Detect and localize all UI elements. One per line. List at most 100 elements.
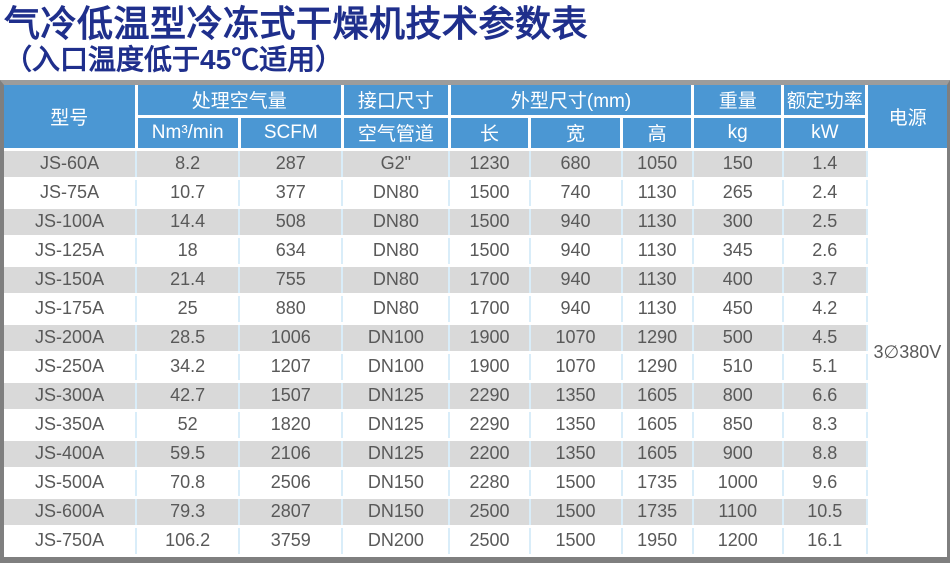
cell-width: 1350 xyxy=(529,439,623,470)
cell-air-pipe: DN150 xyxy=(342,497,451,528)
cell-air-pipe: DN80 xyxy=(342,236,451,267)
cell-air-pipe: DN80 xyxy=(342,178,451,209)
cell-weight-kg: 1100 xyxy=(692,497,784,528)
cell-model: JS-150A xyxy=(4,265,138,296)
table-row: JS-500A 70.8 2506 DN150 2280 1500 1735 1000 9.6 xyxy=(4,468,947,499)
cell-weight-kg: 150 xyxy=(692,149,784,180)
page-subtitle: （入口温度低于45℃适用） xyxy=(4,44,344,76)
table-row: JS-175A 25 880 DN80 1700 940 1130 450 4.2 xyxy=(4,294,947,325)
cell-width: 940 xyxy=(529,294,623,325)
cell-air-pipe: DN150 xyxy=(342,468,451,499)
cell-weight-kg: 265 xyxy=(692,178,784,209)
cell-scfm: 287 xyxy=(239,149,344,180)
cell-width: 1500 xyxy=(529,526,623,557)
cell-nm3-min: 25 xyxy=(136,294,241,325)
cell-nm3-min: 14.4 xyxy=(136,207,241,238)
cell-nm3-min: 52 xyxy=(136,410,241,441)
cell-air-pipe: DN100 xyxy=(342,323,451,354)
cell-width: 940 xyxy=(529,207,623,238)
cell-width: 1500 xyxy=(529,497,623,528)
cell-nm3-min: 18 xyxy=(136,236,241,267)
cell-scfm: 1006 xyxy=(239,323,344,354)
cell-scfm: 2807 xyxy=(239,497,344,528)
cell-power-kw: 10.5 xyxy=(782,497,868,528)
table-row: JS-200A 28.5 1006 DN100 1900 1070 1290 500 4.5 xyxy=(4,323,947,354)
cell-height: 1605 xyxy=(621,381,694,412)
cell-scfm: 377 xyxy=(239,178,344,209)
cell-model: JS-750A xyxy=(4,526,138,557)
table-row: JS-400A 59.5 2106 DN125 2200 1350 1605 900 8.8 xyxy=(4,439,947,470)
cell-weight-kg: 345 xyxy=(692,236,784,267)
cell-air-pipe: DN125 xyxy=(342,410,451,441)
cell-model: JS-200A xyxy=(4,323,138,354)
cell-width: 940 xyxy=(529,265,623,296)
table-row: JS-75A 10.7 377 DN80 1500 740 1130 265 2.4 xyxy=(4,178,947,209)
col-header-dimensions: 外型尺寸(mm) xyxy=(449,84,695,118)
spec-table: 型号 处理空气量 接口尺寸 外型尺寸(mm) 重量 额定功率 电源 Nm³/mi… xyxy=(4,84,947,557)
cell-nm3-min: 79.3 xyxy=(136,497,241,528)
cell-air-pipe: DN80 xyxy=(342,265,451,296)
cell-nm3-min: 21.4 xyxy=(136,265,241,296)
col-header-length: 长 xyxy=(449,116,532,151)
cell-power-kw: 8.8 xyxy=(782,439,868,470)
page-header: 气冷低温型冷冻式干燥机技术参数表 （入口温度低于45℃适用） xyxy=(0,0,950,76)
cell-width: 1350 xyxy=(529,410,623,441)
col-header-connection: 接口尺寸 xyxy=(342,84,451,118)
table-row: JS-350A 52 1820 DN125 2290 1350 1605 850 8.3 xyxy=(4,410,947,441)
cell-height: 1735 xyxy=(621,497,694,528)
cell-width: 1350 xyxy=(529,381,623,412)
cell-air-pipe: DN100 xyxy=(342,352,451,383)
cell-scfm: 2106 xyxy=(239,439,344,470)
cell-height: 1130 xyxy=(621,294,694,325)
cell-power-kw: 16.1 xyxy=(782,526,868,557)
power-supply-value: 3∅380V xyxy=(866,149,947,557)
cell-height: 1130 xyxy=(621,207,694,238)
table-row: JS-150A 21.4 755 DN80 1700 940 1130 400 3.7 xyxy=(4,265,947,296)
cell-nm3-min: 42.7 xyxy=(136,381,241,412)
cell-power-kw: 9.6 xyxy=(782,468,868,499)
cell-nm3-min: 59.5 xyxy=(136,439,241,470)
col-header-air-pipe: 空气管道 xyxy=(342,116,451,151)
cell-scfm: 2506 xyxy=(239,468,344,499)
cell-model: JS-350A xyxy=(4,410,138,441)
cell-length: 1230 xyxy=(449,149,531,180)
cell-power-kw: 5.1 xyxy=(782,352,868,383)
col-header-kg: kg xyxy=(692,116,785,151)
cell-weight-kg: 800 xyxy=(692,381,784,412)
table-row: JS-100A 14.4 508 DN80 1500 940 1130 300 2.5 xyxy=(4,207,947,238)
cell-height: 1290 xyxy=(621,352,694,383)
table-row: JS-60A 8.2 287 G2" 1230 680 1050 150 1.4 3∅380V xyxy=(4,149,947,557)
cell-power-kw: 3.7 xyxy=(782,265,868,296)
cell-length: 1900 xyxy=(449,323,531,354)
cell-length: 2290 xyxy=(449,410,531,441)
cell-scfm: 3759 xyxy=(239,526,344,557)
cell-model: JS-250A xyxy=(4,352,138,383)
cell-height: 1605 xyxy=(621,439,694,470)
col-header-scfm: SCFM xyxy=(239,116,344,151)
col-header-height: 高 xyxy=(621,116,695,151)
cell-scfm: 755 xyxy=(239,265,344,296)
cell-length: 1700 xyxy=(449,265,531,296)
cell-air-pipe: DN125 xyxy=(342,439,451,470)
col-header-model: 型号 xyxy=(4,84,138,151)
col-header-weight: 重量 xyxy=(692,84,785,118)
cell-air-pipe: DN200 xyxy=(342,526,451,557)
cell-length: 1500 xyxy=(449,207,531,238)
cell-power-kw: 2.6 xyxy=(782,236,868,267)
cell-length: 1500 xyxy=(449,178,531,209)
cell-nm3-min: 10.7 xyxy=(136,178,241,209)
cell-air-pipe: DN125 xyxy=(342,381,451,412)
table-row: JS-300A 42.7 1507 DN125 2290 1350 1605 800 6.6 xyxy=(4,381,947,412)
cell-height: 1130 xyxy=(621,178,694,209)
page-title: 气冷低温型冷冻式干燥机技术参数表 xyxy=(4,3,589,44)
cell-model: JS-400A xyxy=(4,439,138,470)
cell-scfm: 1820 xyxy=(239,410,344,441)
col-header-power-supply: 电源 xyxy=(866,84,947,151)
cell-length: 2200 xyxy=(449,439,531,470)
cell-scfm: 508 xyxy=(239,207,344,238)
cell-weight-kg: 1000 xyxy=(692,468,784,499)
cell-height: 1735 xyxy=(621,468,694,499)
cell-power-kw: 8.3 xyxy=(782,410,868,441)
header-row-1: 型号 处理空气量 接口尺寸 外型尺寸(mm) 重量 额定功率 电源 xyxy=(4,84,947,151)
cell-weight-kg: 1200 xyxy=(692,526,784,557)
